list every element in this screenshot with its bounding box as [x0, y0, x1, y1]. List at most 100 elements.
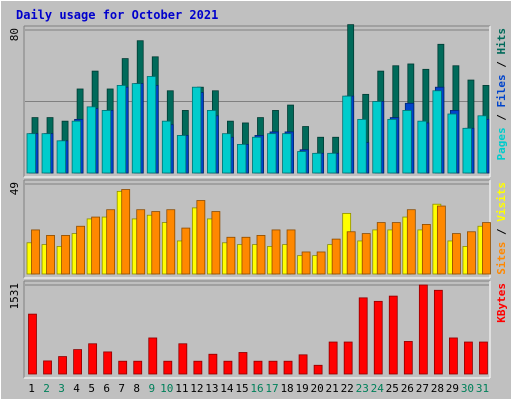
bar-sites-day-20 [316, 251, 326, 275]
x-tick-label-day-10: 10 [160, 382, 173, 395]
bar-sites-day-18 [286, 229, 296, 275]
bar-pages-day-10 [161, 120, 172, 174]
bar-kbytes-day-2 [43, 360, 52, 375]
x-tick-label-day-26: 26 [401, 382, 414, 395]
bar-kbytes-day-9 [148, 337, 158, 375]
bar-kbytes-day-4 [73, 349, 82, 375]
bar-sites-day-10 [166, 209, 176, 275]
panel-middle-axis-max-label: 49 [8, 182, 21, 195]
bar-sites-day-8 [136, 209, 146, 275]
bar-kbytes-day-3 [58, 356, 67, 375]
bar-pages-day-29 [447, 113, 457, 174]
bar-pages-day-17 [267, 133, 277, 174]
bar-sites-day-6 [106, 209, 116, 275]
panel-top-side-label-part: Hits [495, 28, 508, 55]
bar-pages-day-30 [462, 127, 472, 174]
panel-top-side-label-part: / [495, 55, 508, 75]
bar-kbytes-day-21 [328, 341, 338, 375]
x-tick-label-day-21: 21 [326, 382, 339, 395]
bar-pages-day-1 [26, 133, 36, 174]
bar-sites-day-31 [482, 222, 491, 275]
bar-sites-day-5 [91, 216, 101, 275]
bar-sites-day-12 [196, 200, 206, 275]
bar-sites-day-25 [391, 222, 401, 275]
bar-sites-day-14 [226, 236, 236, 275]
bar-kbytes-day-6 [103, 351, 113, 375]
bar-kbytes-day-12 [193, 360, 203, 375]
x-tick-label-day-8: 8 [133, 382, 140, 395]
bar-pages-day-19 [297, 151, 307, 174]
x-tick-label-day-30: 30 [461, 382, 474, 395]
bar-pages-day-31 [477, 115, 487, 174]
x-tick-label-day-28: 28 [431, 382, 444, 395]
bar-kbytes-day-5 [88, 343, 98, 375]
bar-pages-day-20 [312, 152, 322, 174]
bar-kbytes-day-19 [298, 354, 308, 375]
panel-middle-side-label-part: Visits [495, 182, 508, 222]
bar-pages-day-23 [357, 118, 367, 174]
bar-pages-day-7 [116, 85, 127, 174]
x-tick-label-day-6: 6 [103, 382, 110, 395]
bar-kbytes-day-23 [358, 297, 368, 375]
bar-sites-day-22 [346, 231, 356, 275]
bar-sites-day-26 [406, 209, 416, 275]
x-tick-label-day-22: 22 [341, 382, 354, 395]
x-tick-label-day-18: 18 [280, 382, 293, 395]
chart-title: Daily usage for October 2021 [16, 8, 218, 22]
bar-kbytes-day-27 [418, 284, 428, 375]
bar-kbytes-day-16 [253, 360, 263, 375]
panel-top-side-label: Pages / Files / Hits [495, 28, 508, 161]
x-tick-label-day-3: 3 [58, 382, 65, 395]
bar-pages-day-12 [191, 86, 202, 174]
bar-kbytes-day-11 [178, 343, 188, 375]
bar-sites-day-28 [436, 205, 446, 275]
bar-sites-day-21 [331, 238, 341, 275]
bar-pages-day-5 [86, 106, 97, 174]
bar-sites-day-13 [211, 211, 221, 275]
x-tick-label-day-5: 5 [88, 382, 95, 395]
x-tick-label-day-7: 7 [118, 382, 125, 395]
bar-pages-day-8 [131, 83, 142, 174]
bar-pages-day-9 [146, 76, 157, 174]
bar-sites-day-29 [452, 233, 461, 275]
bar-kbytes-day-30 [464, 341, 473, 375]
x-tick-label-day-25: 25 [386, 382, 399, 395]
bar-kbytes-day-22 [343, 341, 353, 375]
x-tick-label-day-19: 19 [295, 382, 308, 395]
x-tick-label-day-31: 31 [476, 382, 489, 395]
bar-pages-day-25 [387, 118, 397, 174]
bar-pages-day-28 [432, 90, 442, 174]
bar-sites-day-11 [181, 227, 191, 275]
x-tick-label-day-29: 29 [446, 382, 459, 395]
bar-pages-day-24 [372, 101, 382, 174]
panel-top-side-label-part: Pages [495, 127, 508, 160]
bar-kbytes-day-1 [28, 313, 37, 375]
bar-pages-day-4 [71, 120, 81, 174]
x-tick-label-day-1: 1 [28, 382, 35, 395]
x-tick-label-day-27: 27 [416, 382, 429, 395]
bar-sites-day-16 [256, 235, 266, 275]
x-tick-label-day-15: 15 [235, 382, 248, 395]
bar-sites-day-3 [61, 235, 70, 275]
panel-middle-side-label-part: Sites [495, 242, 508, 275]
bar-kbytes-day-20 [313, 364, 323, 375]
bar-kbytes-day-31 [479, 341, 488, 375]
bar-pages-day-2 [41, 133, 51, 174]
panel-middle-side-label: Sites / Visits [495, 182, 508, 275]
bar-kbytes-day-24 [373, 300, 383, 375]
bar-pages-day-13 [206, 110, 217, 174]
bar-sites-day-27 [421, 224, 431, 275]
bar-pages-day-21 [327, 152, 337, 174]
bar-kbytes-day-25 [388, 295, 398, 375]
bar-kbytes-day-18 [283, 360, 293, 375]
x-tick-label-day-14: 14 [220, 382, 234, 395]
bar-pages-day-26 [402, 110, 412, 174]
bar-sites-day-4 [76, 225, 85, 275]
bar-sites-day-17 [271, 229, 281, 275]
bar-sites-day-15 [241, 236, 251, 275]
bar-sites-day-2 [46, 235, 55, 275]
x-tick-label-day-16: 16 [250, 382, 263, 395]
bar-kbytes-day-7 [118, 360, 128, 375]
